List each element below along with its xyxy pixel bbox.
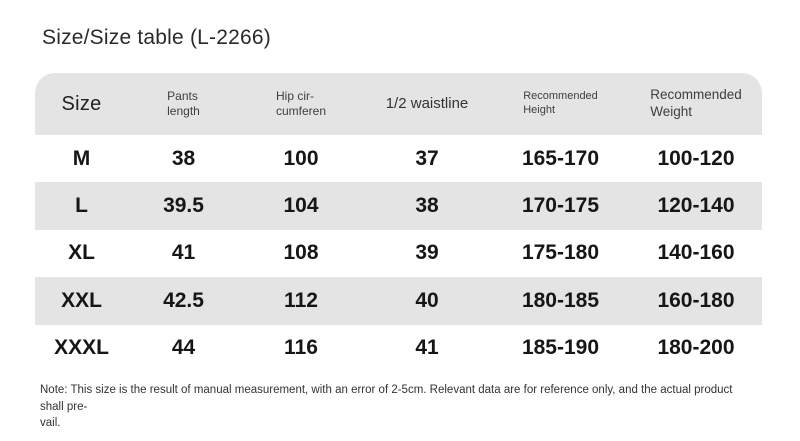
hip-circumference-value: 116 bbox=[284, 336, 318, 360]
recommended-height-value: 180-185 bbox=[521, 288, 600, 312]
table-row-xxxl: XXXL 44 116 41 185-190 180-200 bbox=[35, 325, 762, 372]
hip-circumference-value: 100 bbox=[283, 146, 319, 170]
half-waistline-value: 38 bbox=[415, 194, 439, 218]
half-waistline-value: 39 bbox=[415, 241, 439, 265]
column-header-label: Size bbox=[61, 92, 102, 115]
recommended-height-value: 170-175 bbox=[521, 194, 600, 218]
recommended-weight-value: 180-200 bbox=[657, 336, 735, 360]
recommended-weight-value: 120-140 bbox=[657, 194, 735, 218]
recommended-height-value: 175-180 bbox=[521, 241, 600, 265]
size-table-header-row: Size Pants length Hip cir- cumferen 1/2 … bbox=[35, 73, 762, 135]
hip-circumference-value: 112 bbox=[284, 288, 318, 312]
column-header-pants-length: Pants length bbox=[128, 89, 239, 119]
size-table-body: M 38 100 37 165-170 100-120 L 39.5 104 3… bbox=[35, 135, 762, 372]
recommended-weight-value: 140-160 bbox=[657, 241, 735, 265]
table-row-xxl: XXL 42.5 112 40 180-185 160-180 bbox=[35, 277, 762, 325]
pants-length-value: 41 bbox=[171, 241, 196, 265]
size-value: XXXL bbox=[54, 336, 109, 360]
measurement-note: Note: This size is the result of manual … bbox=[40, 384, 733, 430]
column-header-label: Pants length bbox=[167, 89, 200, 118]
half-waistline-value: 37 bbox=[415, 146, 439, 170]
page-title: Size/Size table (L-2266) bbox=[42, 26, 271, 49]
half-waistline-value: 41 bbox=[415, 336, 439, 360]
pants-length-value: 44 bbox=[171, 336, 196, 360]
recommended-height-value: 185-190 bbox=[521, 336, 600, 360]
size-value: XXL bbox=[61, 288, 102, 312]
hip-circumference-value: 108 bbox=[283, 241, 319, 265]
column-header-label: Recommended Height bbox=[523, 90, 598, 116]
column-header-hip-circumference: Hip cir- cumferen bbox=[239, 89, 363, 119]
size-value: XL bbox=[68, 241, 95, 265]
half-waistline-value: 40 bbox=[415, 288, 439, 312]
recommended-weight-value: 100-120 bbox=[657, 146, 735, 170]
column-header-recommended-height: Recommended Height bbox=[491, 90, 630, 118]
column-header-recommended-weight: Recommended Weight bbox=[630, 87, 762, 121]
column-header-label: Recommended Weight bbox=[650, 87, 742, 119]
size-table: Size Pants length Hip cir- cumferen 1/2 … bbox=[35, 73, 762, 372]
table-row-xl: XL 41 108 39 175-180 140-160 bbox=[35, 230, 762, 277]
column-header-label: 1/2 waistline bbox=[385, 94, 469, 112]
pants-length-value: 39.5 bbox=[163, 194, 204, 218]
column-header-label: Hip cir- cumferen bbox=[275, 89, 327, 118]
size-value: L bbox=[75, 194, 88, 218]
table-row-l: L 39.5 104 38 170-175 120-140 bbox=[35, 182, 762, 230]
recommended-height-value: 165-170 bbox=[521, 146, 600, 170]
column-header-size: Size bbox=[35, 92, 128, 117]
hip-circumference-value: 104 bbox=[283, 194, 319, 218]
pants-length-value: 38 bbox=[171, 146, 196, 170]
pants-length-value: 42.5 bbox=[163, 288, 204, 312]
size-value: M bbox=[72, 146, 91, 170]
recommended-weight-value: 160-180 bbox=[657, 288, 735, 312]
column-header-half-waistline: 1/2 waistline bbox=[363, 95, 491, 114]
table-row-m: M 38 100 37 165-170 100-120 bbox=[35, 135, 762, 182]
